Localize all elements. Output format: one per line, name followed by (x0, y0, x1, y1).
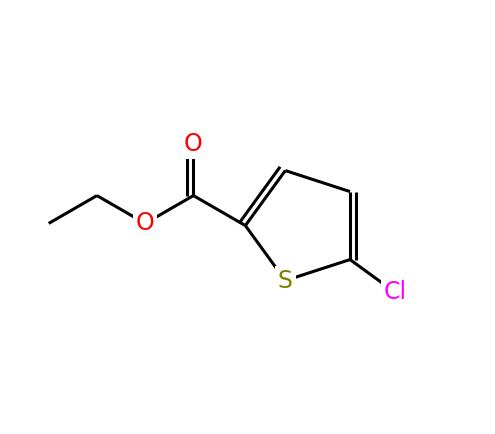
Text: S: S (278, 269, 293, 293)
Text: O: O (136, 211, 154, 235)
Text: O: O (184, 132, 203, 156)
Text: Cl: Cl (384, 280, 406, 304)
